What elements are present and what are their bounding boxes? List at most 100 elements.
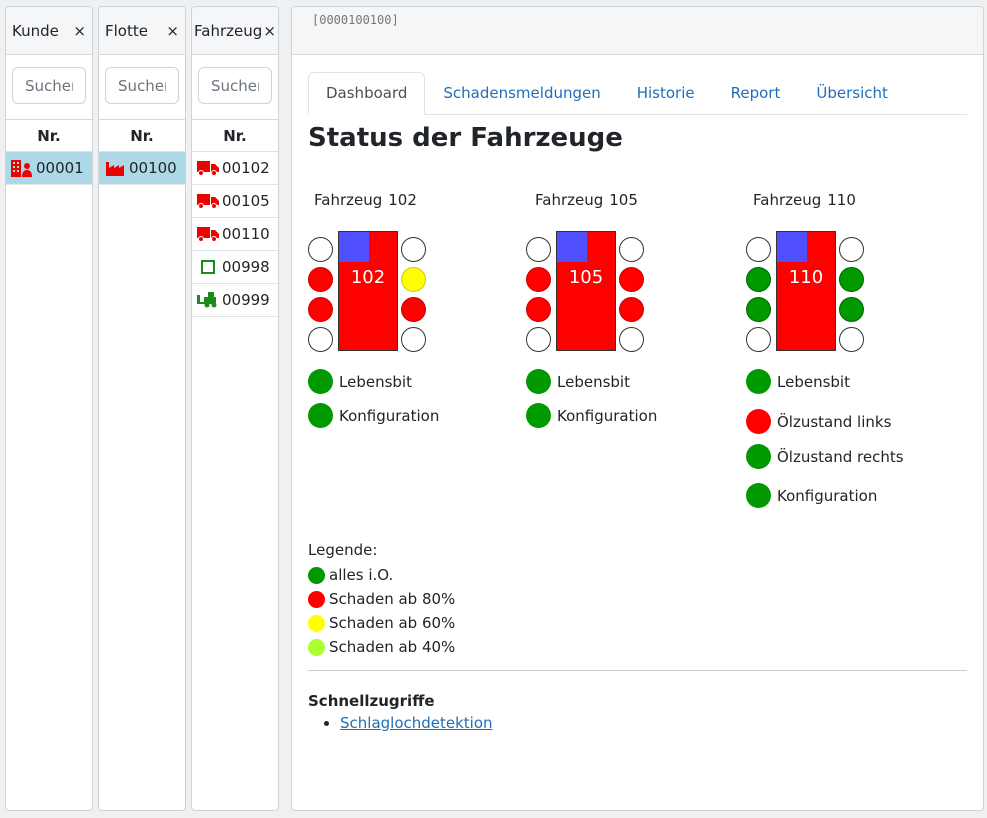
legend-title: Legende: <box>308 541 378 559</box>
vehicle-label: Fahrzeug <box>535 191 604 209</box>
panel-title: Fahrzeug <box>194 21 263 40</box>
vehicle-card: Fahrzeug 105 105 Lebensbit Konfiguration <box>526 191 726 521</box>
tab-schadensmeldungen[interactable]: Schadensmeldungen <box>443 84 601 102</box>
list-item[interactable]: 00001 <box>6 152 92 185</box>
truck-label: 102 <box>350 267 386 288</box>
sensor-dot <box>308 297 333 322</box>
status-item: Ölzustand links <box>746 409 891 434</box>
search-input[interactable] <box>12 67 86 104</box>
legend-item: alles i.O. <box>308 563 455 587</box>
customer-panel-header: Kunde × <box>6 7 92 55</box>
list-item[interactable]: 00100 <box>99 152 185 185</box>
list-item[interactable]: 00999 <box>192 284 278 317</box>
divider <box>308 670 967 671</box>
column-header-nr[interactable]: Nr. <box>192 120 278 152</box>
tab-dashboard[interactable]: Dashboard <box>308 72 426 115</box>
sensor-dot <box>401 267 426 292</box>
page-title: Status der Fahrzeuge <box>308 123 623 153</box>
legend-dot <box>308 638 325 656</box>
truck-diagram: 102 <box>338 231 398 351</box>
square-icon <box>196 259 220 275</box>
sensor-dot <box>308 267 333 292</box>
main-header: [0000100100] <box>292 7 983 55</box>
legend-label: alles i.O. <box>329 566 394 584</box>
vehicle-panel: Fahrzeug × Nr. 00102 00105 00110 00998 0… <box>191 6 279 811</box>
close-icon[interactable]: × <box>73 21 86 40</box>
sensor-dot <box>746 327 771 352</box>
row-nr: 00998 <box>222 258 270 276</box>
status-dot <box>746 409 771 434</box>
sensor-dot <box>839 267 864 292</box>
tab-historie[interactable]: Historie <box>636 84 695 102</box>
tab-bar: Dashboard Schadensmeldungen Historie Rep… <box>308 72 967 115</box>
legend-item: Schaden ab 60% <box>308 611 455 635</box>
row-nr: 00110 <box>222 225 270 243</box>
list-item[interactable]: 00110 <box>192 218 278 251</box>
row-nr: 00999 <box>222 291 270 309</box>
truck-icon <box>196 226 220 242</box>
sensor-dot <box>401 297 426 322</box>
sensor-dot <box>746 237 771 262</box>
vehicle-label: Fahrzeug <box>753 191 822 209</box>
sensor-dot <box>839 297 864 322</box>
list-item[interactable]: 00998 <box>192 251 278 284</box>
status-item: Lebensbit <box>746 369 850 394</box>
status-label: Konfiguration <box>339 406 440 425</box>
status-label: Ölzustand rechts <box>777 447 904 466</box>
sensor-dot <box>746 297 771 322</box>
status-item: Ölzustand rechts <box>746 444 904 469</box>
row-nr: 00105 <box>222 192 270 210</box>
legend-dot <box>308 590 325 608</box>
status-label: Konfiguration <box>557 406 658 425</box>
truck-diagram: 110 <box>776 231 836 351</box>
sensor-dot <box>839 237 864 262</box>
truck-label: 105 <box>568 267 604 288</box>
list-item[interactable]: 00102 <box>192 152 278 185</box>
sensor-dot <box>619 327 644 352</box>
customer-icon <box>10 159 34 177</box>
sensor-dot <box>746 267 771 292</box>
legend-label: Schaden ab 40% <box>329 638 456 656</box>
close-icon[interactable]: × <box>263 21 276 40</box>
status-label: Konfiguration <box>777 486 878 505</box>
sensor-dot <box>526 297 551 322</box>
status-label: Ölzustand links <box>777 412 892 431</box>
quick-access: Schnellzugriffe Schlaglochdetektion <box>308 692 493 732</box>
column-header-nr[interactable]: Nr. <box>99 120 185 152</box>
forklift-icon <box>196 292 220 308</box>
search-input[interactable] <box>105 67 179 104</box>
tab-uebersicht[interactable]: Übersicht <box>816 84 888 102</box>
sensor-dot <box>619 237 644 262</box>
search-input[interactable] <box>198 67 272 104</box>
tab-report[interactable]: Report <box>730 84 781 102</box>
legend-item: Schaden ab 80% <box>308 587 455 611</box>
sensor-dot <box>308 237 333 262</box>
vehicle-title: Fahrzeug 105 <box>535 191 638 209</box>
row-nr: 00001 <box>36 159 84 177</box>
truck-icon <box>196 160 220 176</box>
vehicle-label: Fahrzeug <box>314 191 383 209</box>
record-id: [0000100100] <box>312 13 399 27</box>
sensor-dot <box>619 267 644 292</box>
list-item[interactable]: 00105 <box>192 185 278 218</box>
factory-icon <box>103 160 127 176</box>
truck-cab <box>339 232 369 262</box>
status-item: Konfiguration <box>308 403 439 428</box>
main-panel: [0000100100] Dashboard Schadensmeldungen… <box>291 6 984 811</box>
sensor-dot <box>839 327 864 352</box>
customer-panel: Kunde × Nr. 00001 <box>5 6 93 811</box>
sensor-dot <box>401 327 426 352</box>
column-header-nr[interactable]: Nr. <box>6 120 92 152</box>
status-dot <box>526 369 551 394</box>
close-icon[interactable]: × <box>166 21 179 40</box>
status-label: Lebensbit <box>777 372 850 391</box>
link-schlaglochdetektion[interactable]: Schlaglochdetektion <box>340 714 493 732</box>
status-dot <box>308 403 333 428</box>
vehicle-title: Fahrzeug 110 <box>753 191 856 209</box>
fleet-panel: Flotte × Nr. 00100 <box>98 6 186 811</box>
quick-access-title: Schnellzugriffe <box>308 692 435 710</box>
status-label: Lebensbit <box>339 372 412 391</box>
row-nr: 00100 <box>129 159 177 177</box>
row-nr: 00102 <box>222 159 270 177</box>
quick-access-list: Schlaglochdetektion <box>308 714 493 732</box>
